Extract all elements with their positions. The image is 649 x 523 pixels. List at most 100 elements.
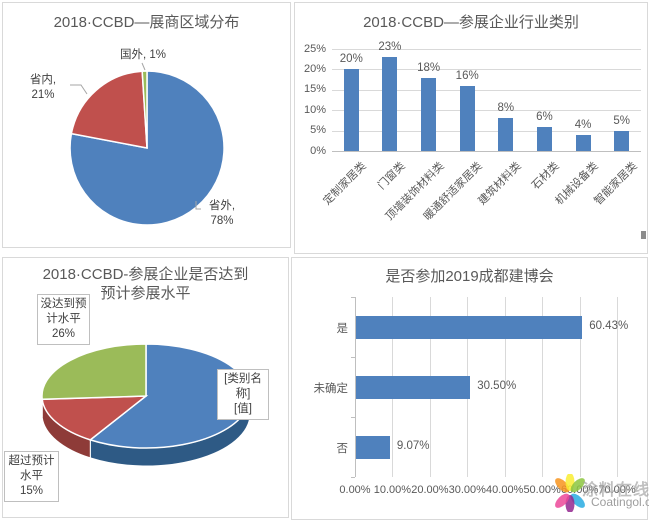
panel-attend-bar: 是否参加2019成都建博会 0.00% 10.00% 20.00% 30.00% 40.…: [291, 257, 648, 520]
pie-callout-line: 没达到预: [40, 298, 87, 310]
pie-slice-省内: [70, 70, 148, 149]
pie-callout-line: 26%: [51, 327, 76, 340]
x-tick-label: 30.00%: [448, 484, 486, 496]
panel-industry-bar: 2018·CCBD—参展企业行业类别 0% 5% 10% 15% 20% 25% 20% 定制…: [294, 2, 648, 254]
y-tick-label: 10%: [303, 103, 326, 116]
flower-petal: [555, 493, 570, 508]
bar-value-label: 9.07%: [396, 440, 430, 452]
expectation-pie-title-line2: 预计参展水平: [100, 285, 191, 302]
bar-value-label: 60.43%: [589, 320, 629, 332]
pie-callout-line: 15%: [19, 484, 44, 497]
pie-callout-line: 超过预计: [8, 455, 55, 467]
bar-value-label: 8%: [497, 102, 515, 115]
industry-bar-plot-area: 0% 5% 10% 15% 20% 25% 20% 定制家居类 23% 门窗类 18% 顶墙装饰材料类…: [295, 3, 647, 253]
flower-petal: [570, 478, 585, 493]
x-tick-label: 20.00%: [411, 484, 449, 496]
bar-暖通舒适家居类: [459, 85, 475, 151]
pie-data-label-line: 21%: [31, 88, 55, 101]
flower-petal: [555, 478, 570, 493]
y-tick-label: 25%: [303, 42, 326, 55]
bar-机械设备类: [575, 134, 591, 151]
pie-data-label-省内: 省内, 21%: [17, 73, 69, 103]
bar-未确定: [356, 375, 471, 399]
pie-callout-line: 水平: [20, 469, 43, 482]
pie-data-label-line: 省外,: [208, 200, 236, 212]
watermark-site-link[interactable]: Coatingol.com: [591, 495, 649, 509]
category-label-是: 是: [336, 322, 349, 335]
scroll-artifact-marker: [641, 231, 646, 239]
gridline: [332, 49, 641, 50]
bar-定制家居类: [343, 69, 359, 151]
pie-data-label-line: 国外, 1%: [119, 49, 166, 61]
x-tick-label: 40.00%: [486, 484, 524, 496]
bar-value-label: 18%: [417, 61, 441, 74]
gridline: [542, 297, 544, 477]
pie-data-label-line: 省内,: [29, 74, 57, 86]
pie-data-label-line: 78%: [210, 214, 234, 227]
flower-petal: [570, 493, 585, 508]
leader-line: [70, 84, 88, 95]
category-label-定制家居类: 定制家居类: [321, 160, 369, 208]
pie-data-label-国外: 国外, 1%: [115, 48, 171, 63]
attend-bar-title: 是否参加2019成都建博会: [385, 268, 554, 285]
gridline: [332, 89, 641, 91]
y-tick-label: 20%: [303, 62, 326, 75]
gridline: [504, 297, 506, 477]
bar-是: [356, 315, 583, 339]
bar-value-label: 5%: [613, 114, 630, 127]
bar-门窗类: [382, 57, 398, 151]
panel-expectation-pie: 2018·CCBD-参展企业是否达到 预计参展水平 [类别名称] [值] 超过预计水…: [2, 257, 289, 518]
bar-value-label: 23%: [378, 41, 402, 54]
category-label-否: 否: [336, 442, 349, 455]
bar-value-label: 30.50%: [477, 380, 517, 392]
gridline: [579, 297, 581, 477]
x-tick-label: 0.00%: [339, 484, 371, 496]
y-tick-label: 0%: [310, 144, 326, 157]
category-label-未确定: 未确定: [313, 382, 349, 395]
pie-callout-没达到预计水平: 没达到预计水平 26%: [37, 294, 90, 345]
watermark-brand-text: 涂料在线: [582, 482, 649, 499]
bar-顶墙装饰材料类: [421, 77, 437, 151]
axis-tick: [351, 417, 355, 418]
x-tick-label: 50.00%: [523, 484, 561, 496]
bar-value-label: 20%: [339, 53, 363, 66]
x-tick-label: 70.00%: [598, 484, 636, 496]
region-pie-svg: [69, 62, 225, 226]
pie-callout-[类别名称] [值]: [类别名称] [值]: [217, 369, 269, 420]
industry-bar-title: 2018·CCBD—参展企业行业类别: [363, 14, 579, 31]
gridline: [332, 130, 641, 132]
region-pie-plot-area: 省外, 78% 省内, 21% 国外, 1%: [3, 3, 290, 247]
pie-callout-line: [类别名: [224, 373, 262, 385]
watermark: 涂料在线 Coatingol.com: [553, 474, 649, 518]
category-label-石材类: 石材类: [530, 160, 563, 192]
y-tick-label: 15%: [303, 83, 326, 96]
bar-建筑材料类: [498, 118, 514, 151]
region-pie-title: 2018·CCBD—展商区域分布: [53, 14, 240, 31]
pie-slice-超过预计水平: [41, 395, 149, 441]
x-axis-line: [332, 151, 641, 152]
axis-tick: [351, 357, 355, 358]
attend-bar-plot-area: 0.00% 10.00% 20.00% 30.00% 40.00% 50.00% 60.00…: [292, 258, 647, 519]
leader-line: [195, 201, 201, 210]
pie-slice-国外: [141, 70, 148, 149]
expectation-pie-svg: [41, 343, 251, 467]
pie-callout-超过预计水平: 超过预计水平 15%: [4, 451, 59, 502]
x-tick-label: 10.00%: [373, 484, 412, 496]
category-label-门窗类: 门窗类: [375, 160, 408, 192]
gridline: [617, 297, 618, 477]
bar-value-label: 16%: [455, 69, 479, 82]
gridline: [332, 69, 641, 71]
axis-tick: [351, 297, 355, 298]
bar-否: [356, 435, 390, 459]
pie-callout-line: 计水平: [46, 312, 81, 325]
axis-tick: [351, 477, 355, 478]
bar-石材类: [536, 126, 552, 151]
expectation-pie-title-line1: 2018·CCBD-参展企业是否达到: [42, 266, 249, 283]
gridline: [332, 110, 641, 112]
y-axis-line: [355, 297, 356, 477]
pie-callout-line: [值]: [234, 402, 252, 415]
bar-value-label: 4%: [574, 118, 592, 131]
pie-callout-line: 称]: [235, 387, 251, 400]
coatingol-flower-icon: [555, 474, 585, 512]
